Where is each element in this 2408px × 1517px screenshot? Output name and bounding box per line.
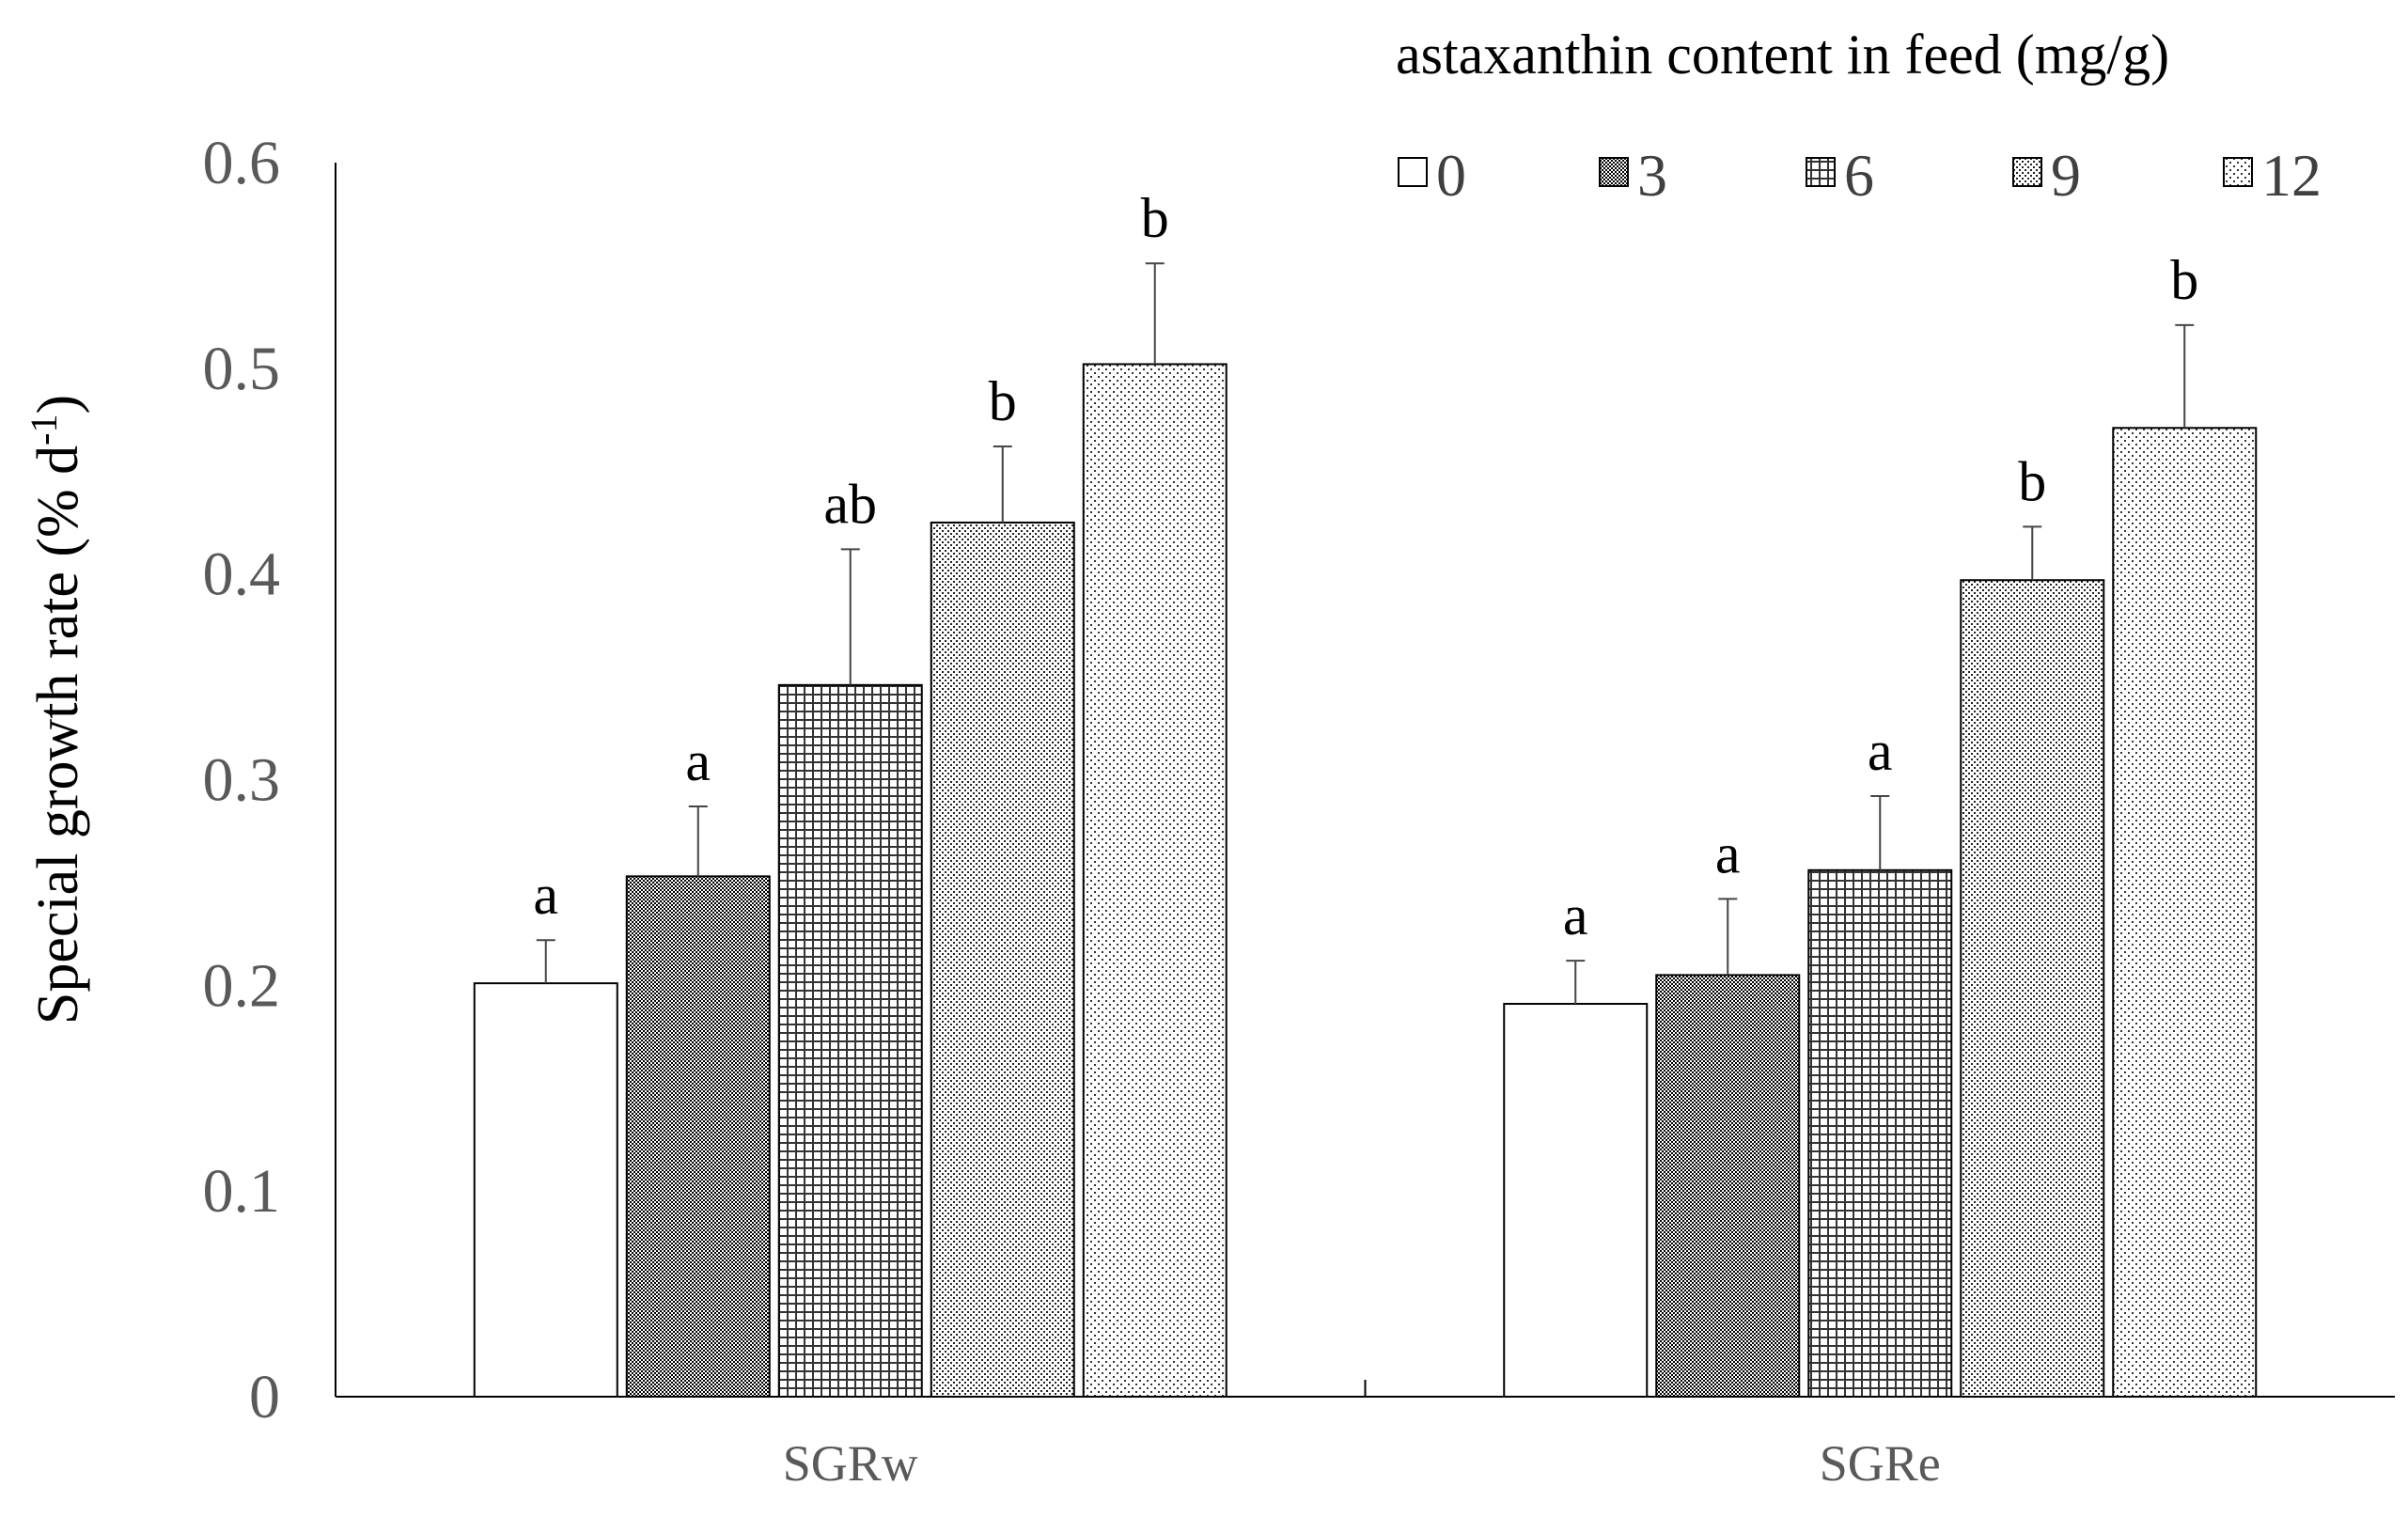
bar [473,982,618,1399]
y-tick-label: 0.2 [203,951,281,1020]
legend-swatch [1398,157,1428,187]
axes: 0 0.1 0.2 0.3 0.4 0.5 0.6 SGRw SGRe [203,129,2395,1492]
significance-label: a [685,730,711,792]
x-category-label: SGRe [1820,1435,1941,1492]
bar [1807,868,1953,1398]
significance-label: b [2018,450,2046,512]
legend-title: astaxanthin content in feed (mg/g) [1396,23,2169,86]
bar [777,683,923,1398]
bar [1960,579,2105,1398]
significance-label: b [1141,187,1169,249]
y-tick-label: 0.1 [203,1157,281,1226]
legend-label: 9 [2051,142,2081,209]
legend-label: 12 [2261,142,2322,209]
y-tick-label: 0.4 [203,540,281,609]
bar [625,875,771,1398]
x-category-label: SGRw [783,1435,918,1492]
significance-label: a [533,864,558,926]
significance-label: a [1715,822,1741,884]
significance-label: a [1868,720,1893,782]
y-tick-label: 0 [249,1363,280,1431]
legend: 0 3 6 9 12 [1398,142,2322,209]
legend-swatch [1806,157,1836,187]
bar [1082,363,1227,1398]
significance-label: ab [823,473,877,535]
bar [2112,427,2258,1398]
bar [1503,1003,1649,1398]
legend-swatch [1599,157,1629,187]
legend-label: 6 [1844,142,1874,209]
legend-swatch [2012,157,2042,187]
significance-label: b [989,370,1017,432]
y-tick-label: 0.5 [203,335,281,403]
y-axis-title-superscript: -1 [23,414,65,445]
legend-label: 3 [1637,142,1667,209]
y-axis-title-suffix: ) [26,395,90,414]
y-tick-label: 0.3 [203,746,281,815]
legend-swatch [2223,157,2253,187]
y-tick-label: 0.6 [203,129,281,197]
legend-label: 0 [1436,142,1466,209]
y-axis-title-main: Special growth rate (% d [26,446,90,1024]
bar [1655,974,1801,1399]
y-axis-title: Special growth rate (% d-1) [23,395,91,1024]
bar [930,521,1075,1398]
significance-label: b [2170,249,2198,311]
significance-label: a [1563,884,1588,946]
